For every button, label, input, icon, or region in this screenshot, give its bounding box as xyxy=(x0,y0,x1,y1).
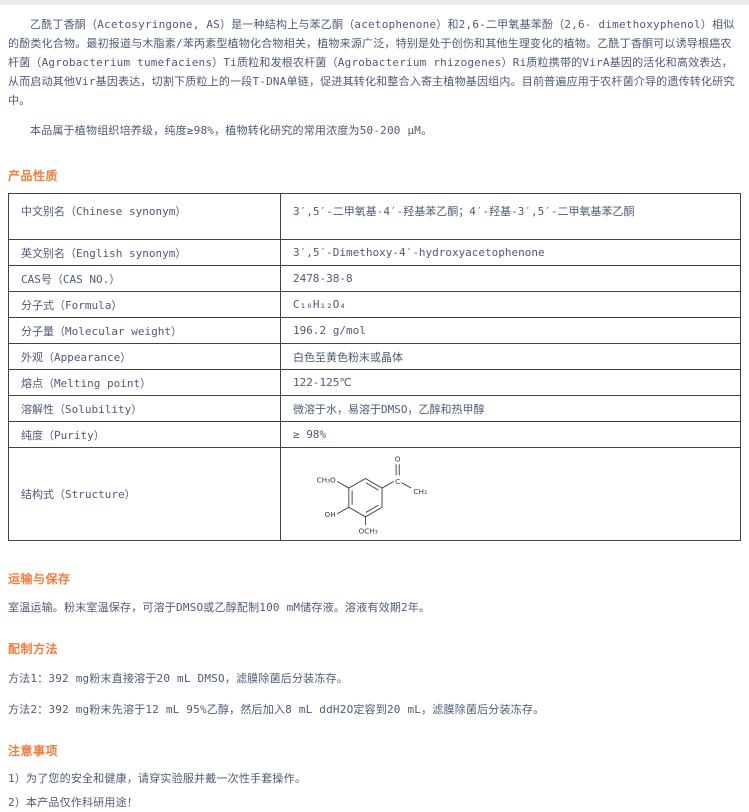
preparation-method-1: 方法1：392 mg粉末直接溶于20 mL DMSO，滤膜除菌后分装冻存。 xyxy=(8,672,348,685)
section-title-shipping: 运输与保存 xyxy=(8,572,71,586)
property-value-structure: O C CH₃ CH₃O OH OCH₃ xyxy=(280,447,741,541)
properties-table: 中文别名（Chinese synonym） 3′,5′-二甲氧基-4′-羟基苯乙… xyxy=(8,193,741,541)
table-row-solubility: 溶解性（Solubility） 微溶于水，易溶于DMSO，乙醇和热甲醇 xyxy=(8,395,741,422)
table-row-purity: 纯度（Purity） ≥ 98% xyxy=(8,421,741,448)
property-value: 3′,5′-二甲氧基-4′-羟基苯乙酮；4′-羟基-3′,5′-二甲氧基苯乙酮 xyxy=(280,193,741,240)
chemical-structure-diagram: O C CH₃ CH₃O OH OCH₃ xyxy=(316,455,427,536)
section-title-notes: 注意事项 xyxy=(8,744,59,758)
property-label: 外观（Appearance） xyxy=(8,343,281,370)
table-row-appearance: 外观（Appearance） 白色至黄色粉末或晶体 xyxy=(8,343,741,370)
carbonyl-oxygen-label: O xyxy=(395,455,401,464)
section-title-preparation: 配制方法 xyxy=(8,642,59,656)
property-label: 分子式（Formula） xyxy=(8,291,281,318)
property-value: C₁₀H₁₂O₄ xyxy=(280,291,741,318)
grade-paragraph: 本品属于植物组织培养级，纯度≥98%，植物转化研究的常用浓度为50-200 μM… xyxy=(30,124,433,137)
hydroxyl-label: OH xyxy=(325,510,336,519)
product-datasheet: 乙酰丁香酮（Acetosyringone, AS）是一种结构上与苯乙酮（acet… xyxy=(0,15,749,812)
benzene-ring xyxy=(348,477,383,518)
section-title-properties: 产品性质 xyxy=(8,169,59,183)
methyl-label: CH₃ xyxy=(413,487,427,496)
property-value: 3′,5′-Dimethoxy-4′-hydroxyacetophenone xyxy=(280,239,741,266)
property-label: CAS号（CAS NO.） xyxy=(8,265,281,292)
methoxy-left-label: CH₃O xyxy=(316,476,336,485)
table-row-cas-number: CAS号（CAS NO.） 2478-38-8 xyxy=(8,265,741,292)
property-value: 白色至黄色粉末或晶体 xyxy=(280,343,741,370)
property-label: 结构式（Structure） xyxy=(8,447,281,541)
carbonyl-carbon-label: C xyxy=(395,477,400,486)
property-label: 纯度（Purity） xyxy=(8,421,281,448)
page-top-divider xyxy=(0,0,749,5)
property-label: 英文别名（English synonym） xyxy=(8,239,281,266)
property-label: 熔点（Melting point） xyxy=(8,369,281,396)
table-row-structure: 结构式（Structure） xyxy=(8,447,741,541)
property-value: 微溶于水，易溶于DMSO，乙醇和热甲醇 xyxy=(280,395,741,422)
table-row-chinese-synonym: 中文别名（Chinese synonym） 3′,5′-二甲氧基-4′-羟基苯乙… xyxy=(8,193,741,240)
property-value: ≥ 98% xyxy=(280,421,741,448)
property-value: 196.2 g/mol xyxy=(280,317,741,344)
shipping-text: 室温运输。粉末室温保存，可溶于DMSO或乙醇配制100 mM储存液。溶液有效期2… xyxy=(8,601,431,614)
note-item-2: 2）本产品仅作科研用途！ xyxy=(8,796,139,809)
table-row-english-synonym: 英文别名（English synonym） 3′,5′-Dimethoxy-4′… xyxy=(8,239,741,266)
table-row-melting-point: 熔点（Melting point） 122-125℃ xyxy=(8,369,741,396)
table-row-formula: 分子式（Formula） C₁₀H₁₂O₄ xyxy=(8,291,741,318)
property-value: 122-125℃ xyxy=(280,369,741,396)
property-label: 溶解性（Solubility） xyxy=(8,395,281,422)
property-label: 分子量（Molecular weight） xyxy=(8,317,281,344)
preparation-method-2: 方法2：392 mg粉末先溶于12 mL 95%乙醇，然后加入8 mL ddH2… xyxy=(8,703,545,716)
note-item-1: 1）为了您的安全和健康，请穿实验服并戴一次性手套操作。 xyxy=(8,772,307,785)
property-label: 中文别名（Chinese synonym） xyxy=(8,193,281,240)
methoxy-bottom-label: OCH₃ xyxy=(359,527,378,536)
property-value: 2478-38-8 xyxy=(280,265,741,292)
table-row-molecular-weight: 分子量（Molecular weight） 196.2 g/mol xyxy=(8,317,741,344)
intro-paragraph: 乙酰丁香酮（Acetosyringone, AS）是一种结构上与苯乙酮（acet… xyxy=(8,18,735,107)
